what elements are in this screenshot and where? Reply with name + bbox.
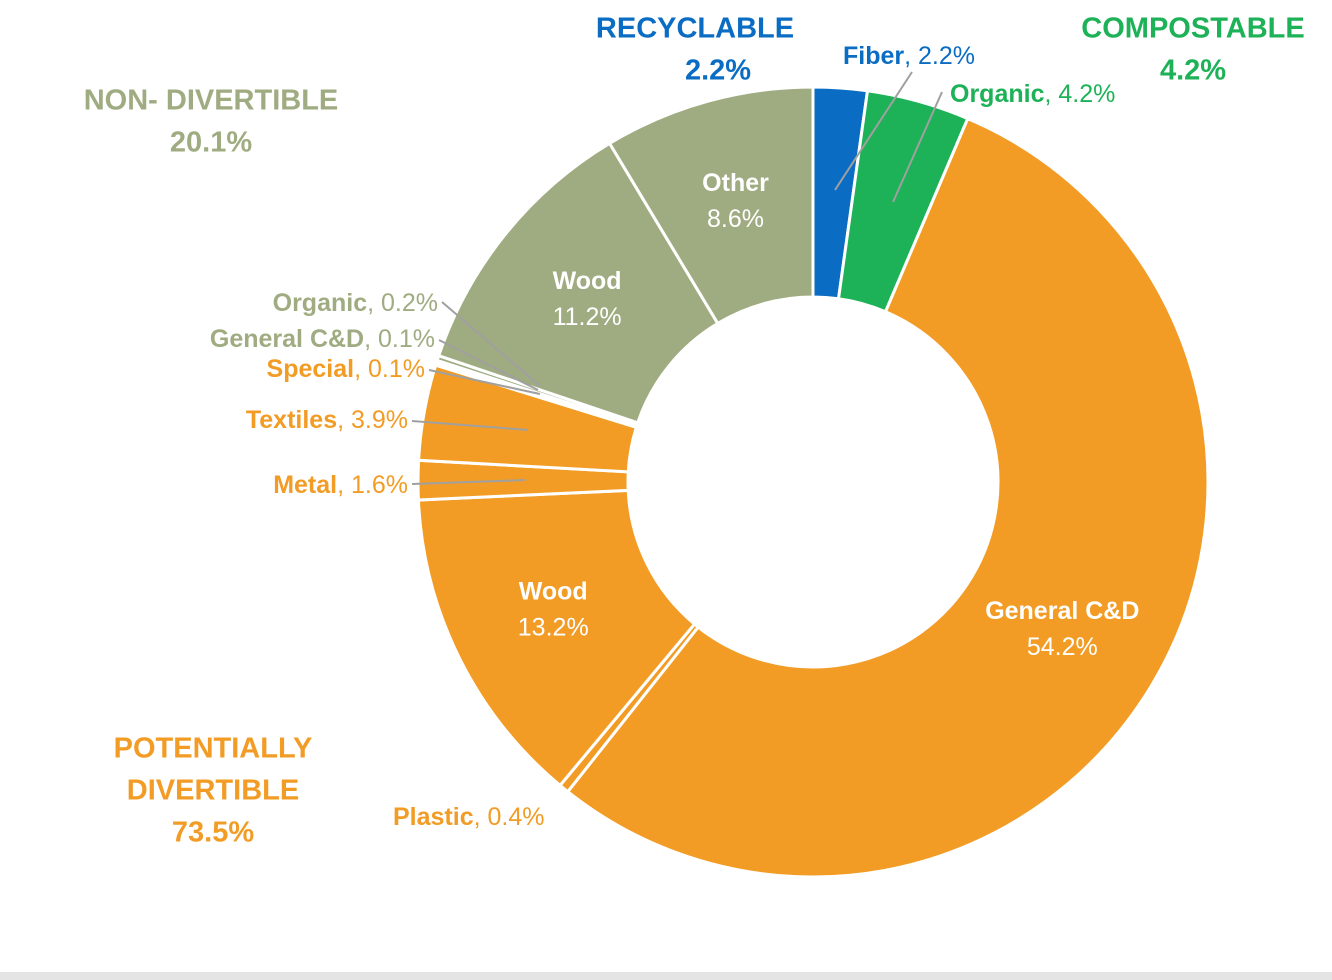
slice-name: Textiles bbox=[246, 406, 337, 434]
slice-separator: , bbox=[474, 803, 488, 831]
slice-value: 0.2% bbox=[381, 289, 438, 317]
slice-separator: , bbox=[904, 42, 918, 70]
slice-value: 13.2% bbox=[518, 614, 589, 642]
leader-line bbox=[438, 339, 539, 391]
slice-name: General C&D bbox=[985, 597, 1139, 625]
slice-value: 0.1% bbox=[368, 355, 425, 383]
slice-value: 0.4% bbox=[488, 803, 545, 831]
slice-value: 8.6% bbox=[707, 205, 764, 233]
leader-line bbox=[892, 91, 943, 203]
slice-label: Plastic, 0.4% bbox=[393, 803, 545, 831]
slice-value: 1.6% bbox=[351, 471, 408, 499]
slice-name: General C&D bbox=[210, 325, 364, 353]
slice-value: 2.2% bbox=[918, 42, 975, 70]
slice-separator: , bbox=[367, 289, 381, 317]
slice-label: General C&D, 0.1% bbox=[210, 325, 435, 353]
donut-slice bbox=[436, 141, 720, 425]
slice-label: Special, 0.1% bbox=[267, 355, 425, 383]
slice-label: Textiles, 3.9% bbox=[246, 406, 408, 434]
leader-line bbox=[411, 420, 529, 431]
slice-label: Fiber, 2.2% bbox=[843, 42, 975, 70]
slice-name: Special bbox=[267, 355, 355, 383]
slice-value: 54.2% bbox=[1027, 633, 1098, 661]
slice-label: Organic, 0.2% bbox=[273, 289, 438, 317]
group-name: DIVERTIBLE bbox=[127, 775, 299, 807]
slice-value: 3.9% bbox=[351, 406, 408, 434]
slice-name: Metal bbox=[273, 471, 337, 499]
slice-value: 4.2% bbox=[1058, 80, 1115, 108]
slice-separator: , bbox=[337, 471, 351, 499]
group-name: NON- DIVERTIBLE bbox=[84, 85, 339, 117]
group-name: POTENTIALLY bbox=[114, 733, 313, 765]
slice-separator: , bbox=[337, 406, 351, 434]
slice-name: Organic bbox=[273, 289, 368, 317]
slice-separator: , bbox=[1044, 80, 1058, 108]
slice-separator: , bbox=[364, 325, 378, 353]
slice-value: 0.1% bbox=[378, 325, 435, 353]
slice-label: Organic, 4.2% bbox=[950, 80, 1115, 108]
slice-label: Metal, 1.6% bbox=[273, 471, 408, 499]
group-name: COMPOSTABLE bbox=[1081, 13, 1304, 45]
leader-line bbox=[428, 369, 541, 395]
leader-line bbox=[411, 479, 526, 485]
donut-slice bbox=[607, 85, 815, 326]
slice-name: Wood bbox=[519, 578, 588, 606]
slice-name: Wood bbox=[553, 267, 622, 295]
slice-name: Fiber bbox=[843, 42, 904, 70]
group-value: 20.1% bbox=[170, 127, 252, 159]
slice-value: 11.2% bbox=[553, 303, 622, 331]
slice-name: Other bbox=[702, 169, 769, 197]
group-value: 2.2% bbox=[685, 55, 751, 87]
slice-name: Plastic bbox=[393, 803, 474, 831]
donut-slice bbox=[416, 488, 697, 788]
group-value: 4.2% bbox=[1160, 55, 1226, 87]
slice-separator: , bbox=[354, 355, 368, 383]
leader-line bbox=[834, 71, 913, 191]
slice-name: Organic bbox=[950, 80, 1045, 108]
bottom-strip bbox=[0, 972, 1332, 980]
leader-line bbox=[441, 301, 541, 387]
donut-slice bbox=[565, 116, 1210, 879]
group-name: RECYCLABLE bbox=[596, 13, 794, 45]
group-value: 73.5% bbox=[172, 817, 254, 849]
